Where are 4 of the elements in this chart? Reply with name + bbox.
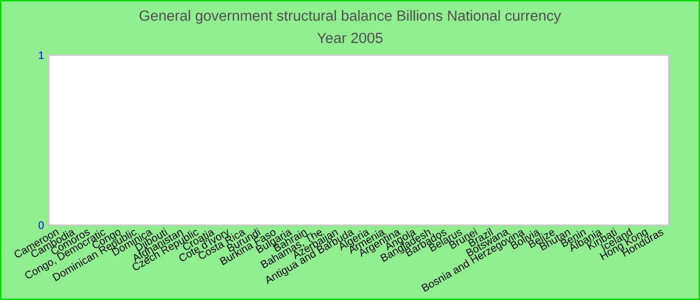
y-tick-label: 0	[38, 221, 44, 229]
y-tick-label: 1	[38, 52, 44, 59]
chart-subtitle: Year 2005	[317, 32, 383, 44]
chart-title: General government structural balance Billions National currency	[140, 10, 562, 24]
